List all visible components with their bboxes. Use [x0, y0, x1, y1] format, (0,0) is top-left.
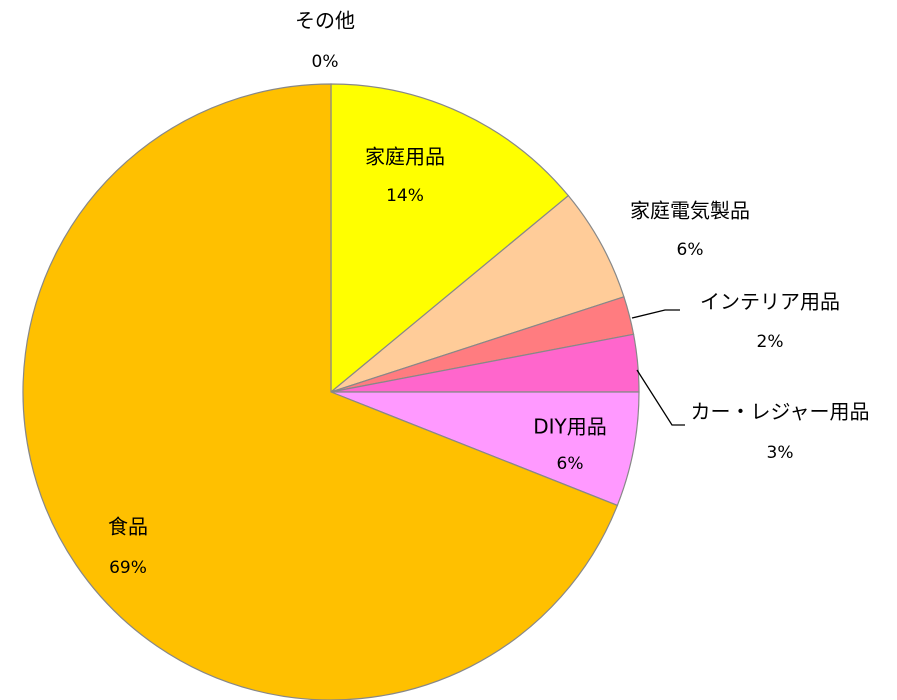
- slice-label: インテリア用品: [700, 290, 840, 314]
- slice-value-label: 69%: [109, 558, 147, 578]
- slice-label: 食品: [108, 515, 148, 539]
- slice-value-label: 6%: [677, 240, 704, 260]
- slice-value-label: 0%: [312, 52, 339, 72]
- pie-slice: [330, 83, 570, 394]
- slice-label: 家庭用品: [365, 145, 445, 169]
- pie-slice: [22, 83, 619, 700]
- slice-label: 家庭電気製品: [630, 199, 750, 223]
- slice-label: その他: [295, 9, 355, 33]
- slice-value-label: 2%: [757, 332, 784, 352]
- leader-line: [631, 309, 680, 319]
- slice-value-label: 3%: [767, 443, 794, 463]
- slice-label: DIY用品: [533, 415, 607, 439]
- slice-value-label: 6%: [557, 454, 584, 474]
- slice-value-label: 14%: [386, 186, 424, 206]
- leader-line: [636, 369, 685, 426]
- slice-label: カー・レジャー用品: [691, 400, 870, 424]
